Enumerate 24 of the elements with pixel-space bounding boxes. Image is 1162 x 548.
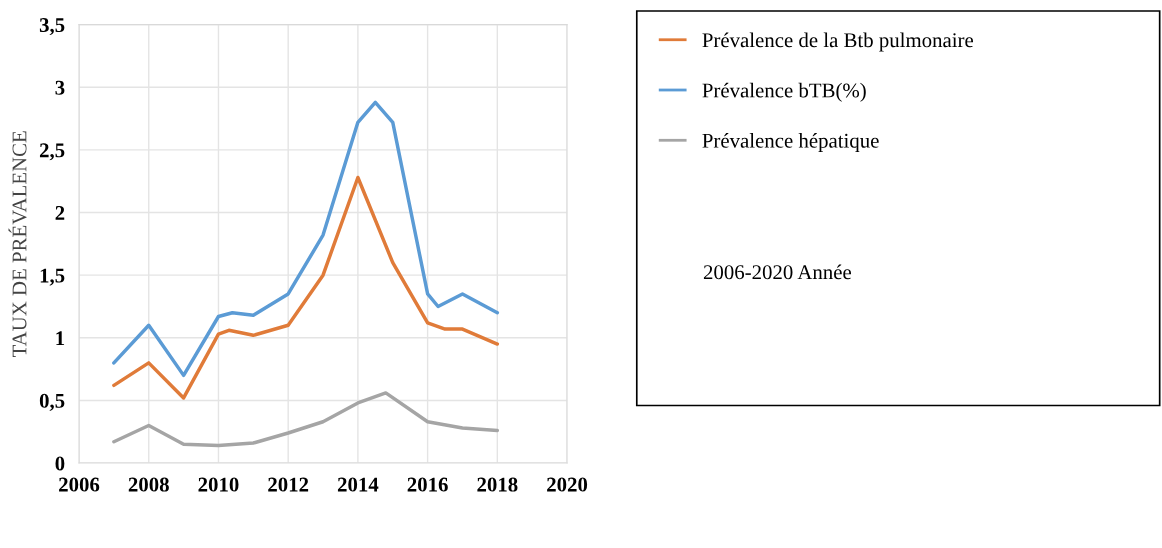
x-tick-label: 2012: [268, 477, 309, 492]
legend-label: Prévalence hépatique: [702, 133, 879, 153]
line-series: [112, 391, 500, 448]
y-tick-label: 0,5: [39, 393, 65, 411]
x-tick-label: 2018: [477, 477, 518, 492]
x-tick-label: 2014: [337, 477, 379, 492]
x-tick-label: 2006: [59, 477, 100, 492]
y-axis-title: TAUX DE PRÉVALENCE: [8, 131, 27, 358]
x-tick-label: 2020: [547, 477, 588, 492]
legend-label: Prévalence de la Btb pulmonaire: [702, 32, 974, 52]
y-tick-label: 3: [55, 80, 65, 95]
legend-label: Prévalence bTB(%): [702, 82, 866, 102]
text: 2006-2020 Année: [703, 264, 851, 280]
y-tick-label: 0: [55, 456, 65, 471]
line-series: [112, 100, 500, 378]
y-tick-label: 1,5: [40, 268, 65, 286]
y-tick-label: 3,5: [39, 18, 65, 36]
y-tick-label: 2,5: [39, 143, 65, 161]
y-tick-label: 2: [55, 205, 65, 220]
y-tick-label: 1: [56, 331, 65, 346]
x-tick-label: 2010: [198, 477, 239, 492]
line-series: [112, 175, 500, 400]
x-tick-label: 2008: [128, 477, 169, 492]
x-tick-label: 2016: [407, 477, 448, 492]
